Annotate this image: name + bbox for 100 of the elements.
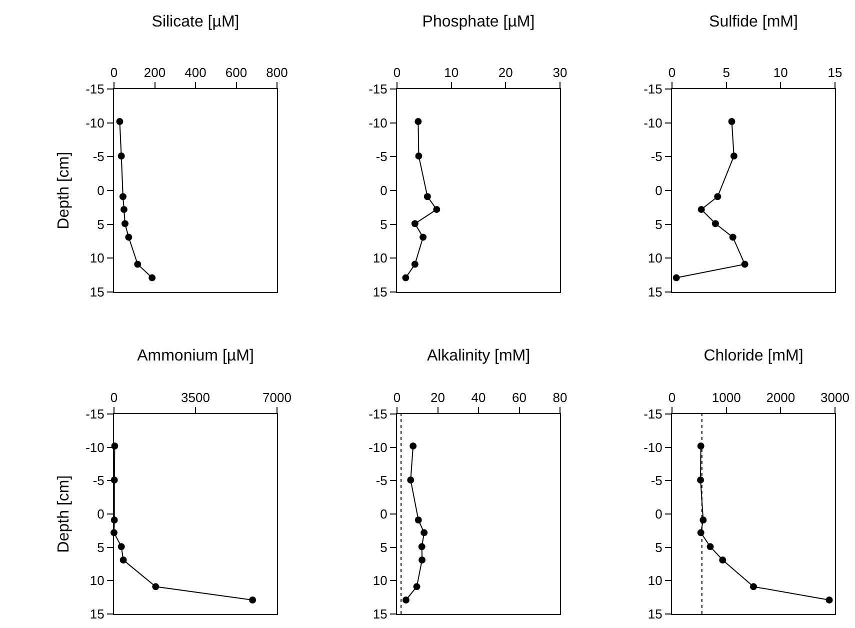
point: [433, 206, 440, 213]
y-axis-title: Depth [cm]: [56, 475, 73, 553]
y-tick-label: -15: [86, 82, 104, 97]
y-tick-label: 15: [90, 284, 104, 300]
chart-title: Sulfide [mM]: [709, 14, 798, 31]
y-tick-label: -10: [368, 115, 388, 130]
x-tick-label: 0: [393, 64, 401, 80]
y-tick-label: -15: [368, 406, 388, 422]
y-tick-label: 10: [90, 250, 104, 266]
point: [413, 583, 420, 590]
chart-title: Phosphate [µM]: [422, 14, 535, 31]
point: [697, 476, 704, 484]
y-tick-label: 0: [380, 183, 388, 198]
point: [411, 220, 418, 228]
y-tick-label: 0: [655, 183, 662, 198]
y-tick-label: -5: [376, 473, 388, 488]
chart-title: Chloride [mM]: [704, 348, 804, 365]
x-tick-label: 0: [668, 64, 676, 80]
point: [424, 193, 431, 200]
y-tick-label: 5: [655, 540, 662, 555]
y-tick-label: -15: [86, 406, 104, 422]
point: [402, 274, 410, 282]
point: [152, 583, 160, 590]
point: [741, 260, 748, 268]
point: [750, 583, 757, 590]
y-tick-label: -10: [86, 440, 104, 455]
point: [120, 556, 127, 564]
y-tick-label: 0: [380, 506, 388, 522]
y-tick-label: -5: [92, 149, 104, 164]
point: [414, 516, 422, 524]
x-tick-label: 0: [110, 64, 118, 80]
y-tick-label: 10: [648, 250, 662, 266]
y-tick-label: 10: [90, 573, 104, 588]
x-tick-label: 600: [225, 64, 248, 80]
point: [134, 260, 142, 268]
point: [407, 476, 414, 484]
y-tick-label: 15: [648, 606, 662, 622]
point: [410, 442, 417, 450]
y-tick-label: 15: [90, 606, 104, 622]
point: [249, 596, 256, 604]
x-tick-label: 800: [266, 64, 288, 80]
y-tick-label: 5: [655, 216, 662, 232]
y-axis-title: Depth [cm]: [56, 152, 73, 230]
point: [119, 193, 126, 200]
chart-title: Silicate [µM]: [152, 14, 240, 31]
y-tick-label: -15: [368, 82, 388, 97]
y-tick-label: -15: [644, 406, 662, 422]
point: [728, 118, 736, 125]
x-tick-label: 3500: [181, 390, 210, 405]
point: [700, 516, 707, 524]
y-tick-label: -5: [376, 149, 388, 164]
y-tick-label: 5: [97, 540, 104, 555]
point: [148, 274, 156, 282]
x-tick-label: 0: [110, 390, 118, 405]
point: [411, 260, 418, 268]
y-tick-label: -5: [92, 473, 104, 488]
point: [420, 234, 427, 241]
point: [402, 596, 410, 604]
x-tick-label: 400: [184, 64, 206, 80]
y-tick-label: 10: [648, 573, 662, 588]
y-tick-label: 0: [97, 183, 104, 198]
y-tick-label: 15: [648, 284, 662, 300]
y-tick-label: -10: [644, 440, 662, 455]
point: [118, 543, 125, 550]
point: [420, 529, 428, 536]
y-tick-label: -5: [650, 473, 662, 488]
point: [415, 152, 422, 160]
point: [122, 220, 128, 228]
y-tick-label: 5: [380, 540, 388, 555]
x-tick-label: 10: [773, 64, 788, 80]
y-tick-label: -10: [86, 115, 104, 130]
x-tick-label: 0: [393, 390, 401, 405]
x-tick-label: 7000: [262, 390, 292, 405]
y-tick-label: -10: [644, 115, 662, 130]
x-tick-label: 20: [430, 390, 445, 405]
y-tick-label: -10: [368, 440, 388, 455]
point: [729, 234, 736, 241]
y-tick-label: 10: [372, 573, 388, 588]
point: [120, 206, 128, 213]
point: [125, 234, 132, 241]
x-tick-label: 5: [722, 64, 730, 80]
x-tick-label: 1000: [712, 390, 741, 405]
point: [418, 543, 426, 550]
chart-title: Ammonium [µM]: [137, 348, 254, 365]
y-tick-label: 15: [372, 284, 388, 300]
point: [719, 556, 726, 564]
x-tick-label: 10: [444, 64, 459, 80]
x-tick-label: 0: [668, 390, 676, 405]
y-tick-label: 0: [97, 506, 104, 522]
x-tick-label: 30: [552, 64, 568, 80]
point: [672, 274, 680, 282]
point: [730, 152, 738, 160]
x-tick-label: 60: [512, 390, 526, 405]
y-tick-label: 15: [372, 606, 388, 622]
point: [826, 596, 833, 604]
x-tick-label: 2000: [766, 390, 796, 405]
point: [697, 442, 704, 450]
point: [714, 193, 722, 200]
x-tick-label: 200: [144, 64, 166, 80]
point: [418, 556, 426, 564]
